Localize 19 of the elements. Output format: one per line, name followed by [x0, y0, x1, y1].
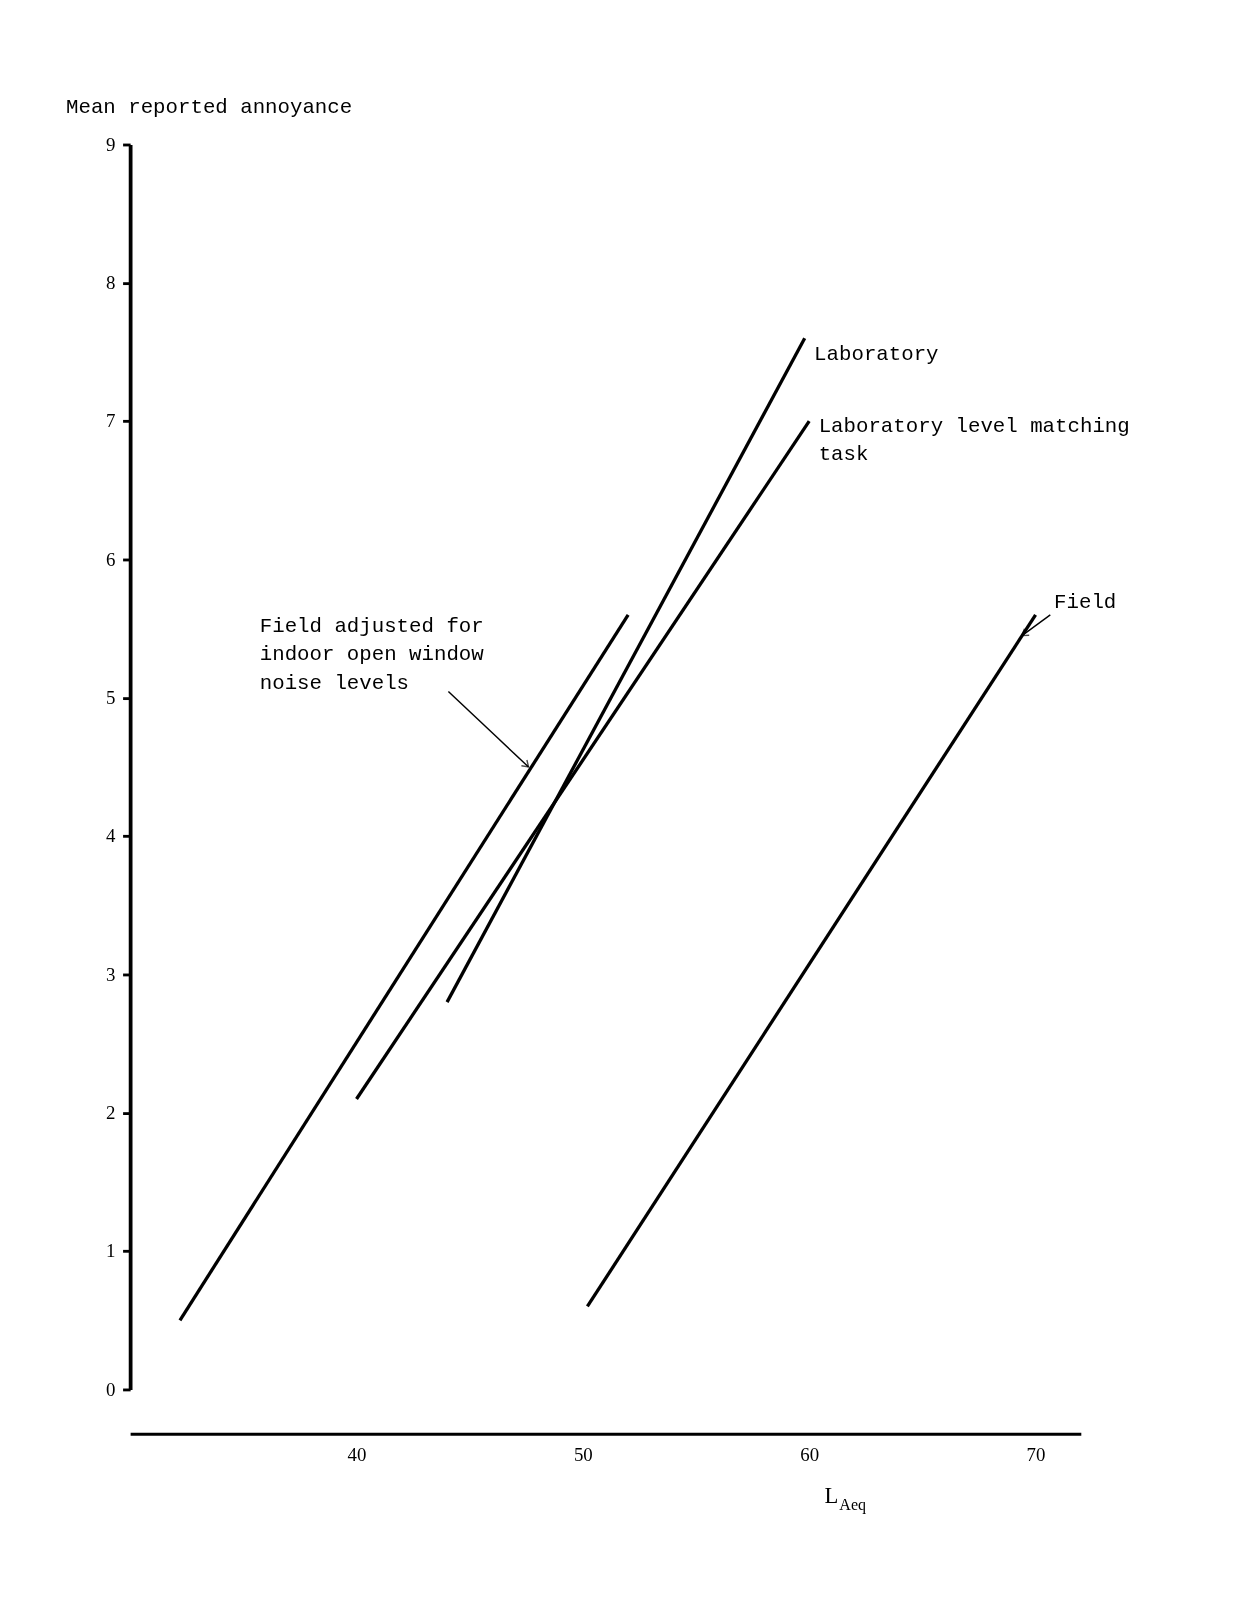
annotation: Field	[1054, 591, 1117, 615]
y-axis-title: Mean reported annoyance	[66, 96, 353, 120]
y-tick-label: 8	[106, 271, 116, 293]
x-tick-label: 40	[347, 1443, 367, 1465]
y-tick-label: 6	[106, 548, 116, 570]
y-tick-label: 2	[106, 1101, 116, 1123]
x-tick-label: 70	[1026, 1443, 1046, 1465]
y-tick-label: 5	[106, 686, 116, 708]
y-tick-label: 3	[106, 963, 116, 985]
series-label: Laboratory	[814, 342, 939, 366]
y-tick-label: 1	[106, 1240, 116, 1262]
y-tick-label: 7	[106, 410, 116, 432]
x-tick-label: 50	[573, 1443, 593, 1465]
x-tick-label: 60	[800, 1443, 820, 1465]
y-tick-label: 4	[106, 825, 117, 847]
annotation: Field adjusted for indoor open window noise levels	[259, 615, 485, 695]
series-label: Laboratory level matching task	[818, 414, 1130, 466]
y-tick-label: 0	[106, 1378, 116, 1400]
y-tick-label: 9	[106, 133, 116, 155]
